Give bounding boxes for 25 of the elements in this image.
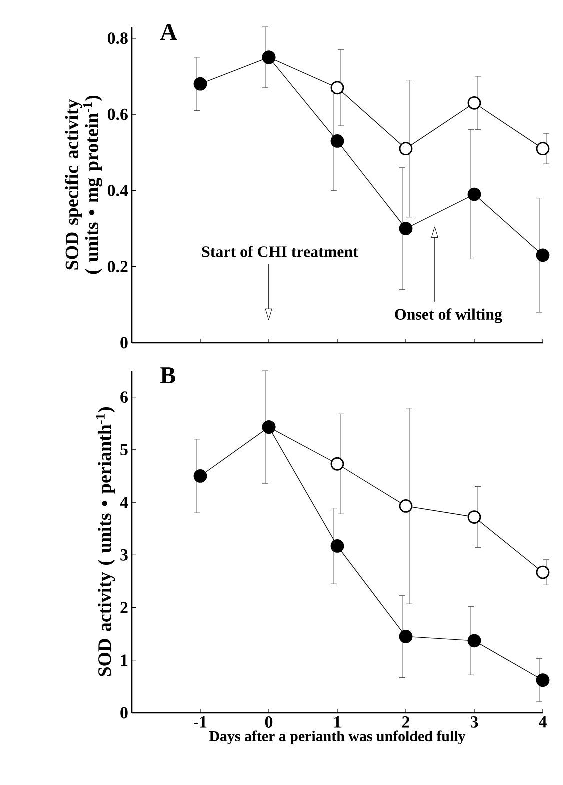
y-tick-label: 0.4 [108, 184, 128, 196]
y-tick-label: 0.2 [108, 261, 128, 273]
chart-title: A [160, 24, 178, 40]
y-tick-label: 0 [120, 707, 128, 719]
x-tick-label: 4 [539, 716, 547, 728]
y-tick-label: 2 [120, 602, 128, 614]
y-tick-label: 0.8 [108, 32, 128, 44]
y-tick-label: 5 [120, 444, 128, 456]
y-tick-label: 1 [121, 654, 128, 666]
x-tick-label: 1 [334, 716, 341, 728]
x-tick-label: 2 [402, 716, 410, 728]
x-axis-title: Days after a perianth was unfolded fully [209, 730, 466, 745]
annotation: Start of CHI treatment [202, 246, 358, 258]
y-tick-label: 0.6 [108, 108, 128, 120]
annotation: Onset of wilting [395, 308, 502, 324]
y-axis-title: SOD activity ( units • perianth$^{-1}$) [96, 408, 116, 676]
y-tick-label: 0 [120, 337, 128, 349]
x-tick-label: 0 [265, 716, 273, 728]
chart-title: B [160, 368, 176, 384]
x-tick-label: -1 [194, 716, 207, 728]
y-axis-title: SOD specific activity ( units • mg protein$^{-1}$) [65, 96, 102, 274]
y-tick-label: 4 [120, 496, 128, 508]
x-tick-label: 3 [470, 716, 478, 728]
y-tick-label: 6 [120, 392, 128, 403]
y-tick-label: 3 [120, 549, 128, 561]
